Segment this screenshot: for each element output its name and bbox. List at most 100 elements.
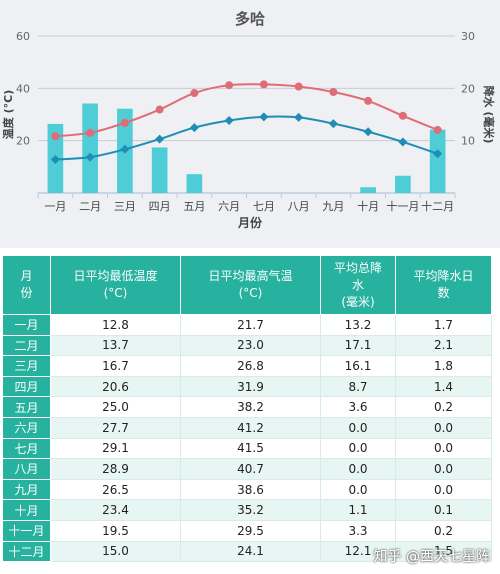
- x-tick-label: 二月: [79, 200, 101, 213]
- y-right-tick-label: 10: [461, 135, 475, 148]
- min-temp-point: [85, 152, 95, 162]
- table-cell: 2.1: [395, 334, 492, 357]
- x-axis-label: 月份: [237, 215, 263, 230]
- climate-table-container: 月份日平均最低温度 (°C) 日平均最高气温 (°C) 平均总降水 (毫米) 平均降水日数 …: [0, 255, 500, 563]
- x-tick-label: 七月: [253, 200, 275, 213]
- table-cell: 29.1: [50, 437, 181, 460]
- table-cell: 24.1: [180, 540, 321, 563]
- max-temp-point: [364, 96, 373, 105]
- max-temp-point: [433, 125, 442, 134]
- x-tick-label: 十二月: [421, 199, 454, 213]
- x-tick-label: 八月: [288, 200, 310, 213]
- table-cell: 0.0: [395, 437, 492, 460]
- table-cell: 35.2: [180, 499, 321, 521]
- y-left-axis-label: 温度 (°C): [1, 90, 15, 139]
- x-tick-label: 四月: [149, 200, 171, 213]
- table-cell: 1.8: [395, 355, 492, 377]
- table-cell: 0.0: [320, 416, 396, 439]
- x-tick-label: 六月: [218, 200, 240, 213]
- y-left-tick-label: 60: [16, 30, 30, 43]
- chart-title: 多哈: [235, 10, 265, 28]
- min-temp-point: [363, 127, 373, 137]
- row-month-label: 十月: [2, 499, 51, 521]
- table-cell: 0.0: [320, 437, 396, 460]
- table-cell: 3.3: [320, 519, 396, 542]
- y-left-tick-label: 40: [16, 82, 30, 95]
- max-temp-point: [51, 132, 60, 141]
- min-temp-point: [224, 116, 234, 126]
- y-right-tick-label: 20: [461, 82, 475, 95]
- precip-bar: [82, 103, 98, 193]
- table-header-0: 月份: [2, 255, 51, 315]
- table-cell: 0.0: [395, 416, 492, 439]
- min-temp-line: [55, 115, 438, 161]
- max-temp-point: [294, 82, 303, 91]
- table-cell: 13.7: [50, 334, 181, 357]
- climate-chart: 多哈 20 40 60 10 20 30 一月 二月 三月 四月 五月 六月 七月 八月 九月 十月 十一月 十二月…: [0, 0, 500, 248]
- min-temp-point: [189, 123, 199, 133]
- precip-bar: [360, 187, 376, 193]
- table-cell: 3.6: [320, 396, 396, 418]
- table-row: 十二月 15.0 24.1 12.1 1.5: [2, 540, 492, 563]
- table-cell: 40.7: [180, 458, 321, 480]
- max-temp-point: [398, 111, 407, 120]
- table-cell: 13.2: [320, 314, 396, 336]
- table-cell: 0.0: [395, 478, 492, 501]
- min-temp-point: [328, 119, 338, 129]
- table-cell: 26.5: [50, 478, 181, 501]
- table-row: 八月 28.9 40.7 0.0 0.0: [2, 458, 492, 480]
- x-tick-label: 十月: [357, 199, 379, 213]
- max-temp-point: [259, 80, 268, 89]
- table-cell: 17.1: [320, 334, 396, 357]
- table-cell: 12.1: [320, 540, 396, 563]
- table-row: 一月 12.8 21.7 13.2 1.7: [2, 314, 492, 336]
- max-temp-point: [120, 118, 129, 127]
- table-cell: 19.5: [50, 519, 181, 542]
- chart-svg: 多哈 20 40 60 10 20 30 一月 二月 三月 四月 五月 六月 七月 八月 九月 十月 十一月 十二月…: [1, 10, 496, 230]
- table-cell: 21.7: [180, 314, 321, 336]
- table-cell: 1.5: [395, 540, 492, 563]
- table-cell: 0.0: [320, 458, 396, 480]
- row-month-label: 九月: [2, 478, 51, 501]
- x-tick-label: 三月: [114, 200, 136, 213]
- table-row: 二月 13.7 23.0 17.1 2.1: [2, 334, 492, 357]
- table-header-4: 平均降水日数: [395, 255, 492, 315]
- min-temp-point: [398, 137, 408, 147]
- table-row: 五月 25.0 38.2 3.6 0.2: [2, 396, 492, 418]
- row-month-label: 三月: [2, 355, 51, 377]
- table-cell: 1.7: [395, 314, 492, 336]
- table-cell: 25.0: [50, 396, 181, 418]
- table-row: 七月 29.1 41.5 0.0 0.0: [2, 437, 492, 460]
- table-cell: 38.6: [180, 478, 321, 501]
- min-temp-point: [294, 112, 304, 122]
- table-row: 十一月 19.5 29.5 3.3 0.2: [2, 519, 492, 542]
- table-row: 十月 23.4 35.2 1.1 0.1: [2, 499, 492, 521]
- table-header-3: 平均总降水 (毫米): [320, 255, 396, 315]
- x-tick-label: 五月: [183, 200, 205, 213]
- table-row: 六月 27.7 41.2 0.0 0.0: [2, 416, 492, 439]
- table-cell: 23.0: [180, 334, 321, 357]
- min-temp-point: [433, 149, 443, 159]
- table-cell: 38.2: [180, 396, 321, 418]
- table-cell: 29.5: [180, 519, 321, 542]
- min-temp-point: [120, 144, 130, 154]
- table-cell: 8.7: [320, 375, 396, 398]
- precip-bar: [429, 129, 446, 193]
- table-cell: 1.4: [395, 375, 492, 398]
- max-temp-point: [86, 128, 95, 137]
- row-month-label: 四月: [2, 375, 51, 398]
- y-right-tick-label: 30: [461, 30, 475, 43]
- min-temp-point: [155, 134, 165, 144]
- row-month-label: 七月: [2, 437, 51, 460]
- row-month-label: 十一月: [2, 519, 51, 542]
- max-temp-point: [329, 87, 338, 96]
- table-cell: 0.2: [395, 519, 492, 542]
- min-temp-point: [50, 155, 60, 165]
- table-cell: 31.9: [180, 375, 321, 398]
- row-month-label: 六月: [2, 416, 51, 439]
- max-temp-line: [55, 83, 439, 138]
- table-cell: 27.7: [50, 416, 181, 439]
- table-cell: 41.5: [180, 437, 321, 460]
- row-month-label: 八月: [2, 458, 51, 480]
- table-cell: 26.8: [180, 355, 321, 377]
